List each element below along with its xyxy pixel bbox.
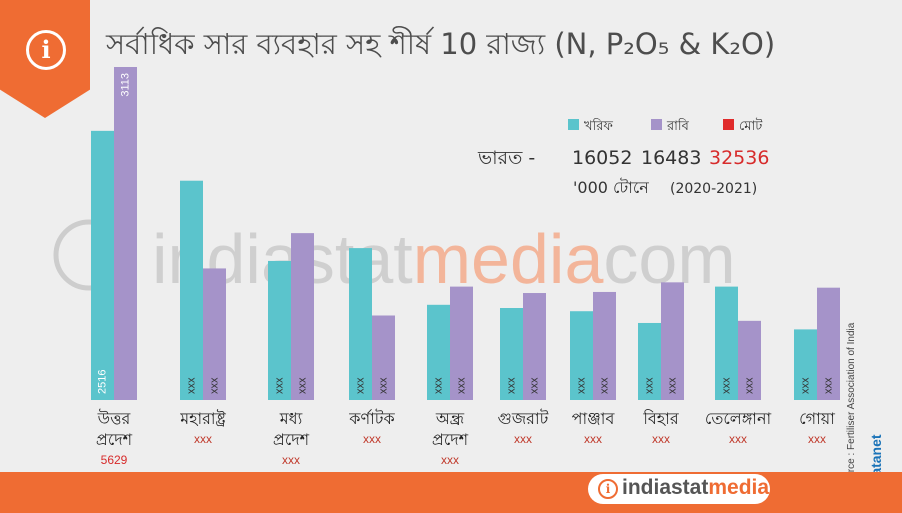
watermark: indiastatmediacom [53,219,736,298]
category-label: বিহার [642,409,680,428]
footer-info-icon: i [598,479,618,499]
category-label: প্রদেশ [432,430,469,449]
bar-kharif [180,180,203,400]
total-label: 5629 [101,453,128,467]
total-label: xxx [808,432,826,446]
bar-kharif [638,322,661,400]
legend-kharif-label: খরিফ [584,118,613,134]
bar-label-kharif: xxx [355,377,367,394]
total-label: xxx [729,432,747,446]
bar-rabi [203,268,226,400]
bar-kharif [715,286,738,400]
bar-kharif [349,248,372,400]
total-label: xxx [514,432,532,446]
bar-kharif [268,260,291,400]
footer-brand-a: indiastat [622,476,709,499]
category-label: প্রদেশ [96,430,133,449]
total-label: xxx [194,432,212,446]
bar-rabi [372,315,395,400]
bar-label-kharif: xxx [721,377,733,394]
bar-label-rabi: xxx [209,377,221,394]
bar-rabi [661,282,684,400]
bar-label-kharif: 2516 [97,370,109,394]
india-total-value: 32536 [709,147,769,169]
bar-label-rabi: xxx [456,377,468,394]
category-label: প্রদেশ [273,430,310,449]
india-kharif-value: 16052 [572,147,632,169]
bar-kharif [427,304,450,400]
bar-label-rabi: xxx [667,377,679,394]
bar-kharif [570,311,593,400]
watermark-part2: media [413,220,604,298]
bar-label-rabi: xxx [744,377,756,394]
india-summary: ভারত - 16052 16483 32536 '000 টোনে (2020… [477,147,769,197]
bar-kharif [500,308,523,400]
india-label: ভারত - [477,147,535,169]
total-label: xxx [584,432,602,446]
category-label: পাঞ্জাব [572,409,616,428]
bar-kharif [794,329,817,400]
legend-total-swatch [723,119,734,130]
bar-label-kharif: xxx [274,377,286,394]
category-label: তেলেঙ্গানা [705,409,772,428]
category-label: মহারাষ্ট্র [179,409,226,428]
total-label: xxx [652,432,670,446]
bar-rabi [738,320,761,400]
bar-rabi [817,287,840,400]
bar-rabi [523,293,546,400]
category-label: উত্তর [97,409,132,428]
category-label: মধ্য [279,409,303,428]
bar-label-rabi: xxx [823,377,835,394]
legend-rabi-swatch [651,119,662,130]
info-icon: i [26,30,66,70]
period-label: (2020-2021) [670,181,757,197]
bar-label-rabi: xxx [599,377,611,394]
india-rabi-value: 16483 [641,147,701,169]
bar-label-kharif: xxx [800,377,812,394]
bar-label-rabi: xxx [297,377,309,394]
bar-rabi [291,233,314,400]
legend: খরিফ রাবি মোট [568,118,763,134]
category-label: অন্ধ্র [435,409,465,428]
legend-total-label: মোট [739,118,763,134]
watermark-text: indiastatmediacom [152,220,736,298]
bar-label-kharif: xxx [186,377,198,394]
category-label: গুজরাট [498,409,549,428]
bar-label-kharif: xxx [576,377,588,394]
bar-rabi [450,286,473,400]
total-label: xxx [282,453,300,467]
total-label: xxx [441,453,459,467]
category-labels: উত্তর প্রদেশ 5629 মহারাষ্ট্র xxx মধ্য প্রদেশ xx… [96,409,835,467]
footer-brand: indiastatmedia [622,476,769,500]
legend-kharif-swatch [568,119,579,130]
source-credit: Source : Fertiliser Association of India [846,322,857,490]
bar-label-kharif: xxx [644,377,656,394]
bar-kharif [91,130,114,400]
bar-label-rabi: 3113 [120,73,132,97]
footer-logo-pill [588,474,770,504]
bar-rabi [114,67,137,400]
footer-brand-b: media [708,476,770,499]
bar-label-rabi: xxx [529,377,541,394]
category-label: গোয়া [799,409,835,428]
bar-label-rabi: xxx [378,377,390,394]
chart-title: সর্বাধিক সার ব্যবহার সহ শীর্ষ 10 রাজ্য (… [106,27,776,61]
category-label: কর্ণাটক [348,409,395,428]
unit-label: '000 টোনে [573,178,649,197]
bar-label-kharif: xxx [506,377,518,394]
total-label: xxx [363,432,381,446]
legend-rabi-label: রাবি [666,118,690,134]
bar-label-kharif: xxx [433,377,445,394]
bar-rabi [593,291,616,400]
